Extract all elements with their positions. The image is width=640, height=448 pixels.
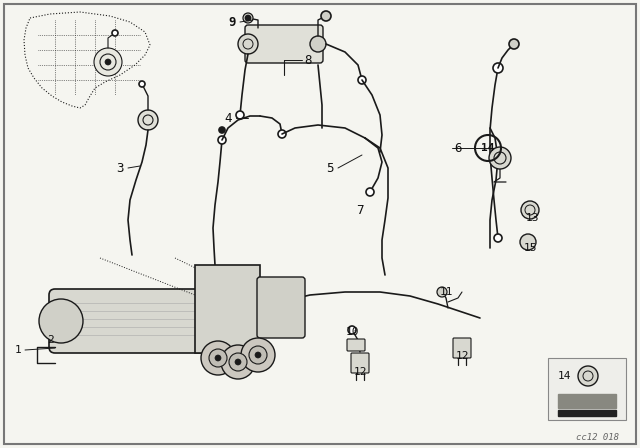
Circle shape — [221, 345, 255, 379]
Circle shape — [236, 111, 244, 119]
Circle shape — [358, 76, 366, 84]
Circle shape — [105, 59, 111, 65]
Circle shape — [489, 147, 511, 169]
Circle shape — [243, 13, 253, 23]
Circle shape — [509, 39, 519, 49]
Text: 4: 4 — [224, 112, 232, 125]
Text: 14: 14 — [481, 143, 495, 153]
FancyBboxPatch shape — [245, 25, 323, 63]
Circle shape — [39, 299, 83, 343]
Circle shape — [494, 234, 502, 242]
Bar — [195, 265, 260, 353]
Circle shape — [366, 188, 374, 196]
Text: 1: 1 — [15, 345, 21, 355]
Circle shape — [235, 359, 241, 365]
Text: 15: 15 — [524, 243, 537, 253]
Circle shape — [94, 48, 122, 76]
Text: 6: 6 — [454, 142, 461, 155]
FancyBboxPatch shape — [257, 277, 305, 338]
Text: 2: 2 — [47, 335, 53, 345]
Text: 12: 12 — [353, 367, 367, 377]
FancyBboxPatch shape — [347, 339, 365, 351]
Circle shape — [229, 353, 247, 371]
Text: 8: 8 — [304, 53, 312, 66]
Circle shape — [278, 130, 286, 138]
Circle shape — [139, 81, 145, 87]
Circle shape — [321, 11, 331, 21]
Circle shape — [209, 349, 227, 367]
Circle shape — [241, 338, 275, 372]
Circle shape — [255, 352, 261, 358]
Polygon shape — [558, 394, 616, 408]
Circle shape — [201, 341, 235, 375]
Circle shape — [578, 366, 598, 386]
Text: cc12 018: cc12 018 — [577, 434, 620, 443]
Circle shape — [348, 326, 356, 334]
Text: 11: 11 — [439, 287, 452, 297]
Text: 14: 14 — [557, 371, 571, 381]
Circle shape — [249, 346, 267, 364]
Circle shape — [520, 234, 536, 250]
Circle shape — [238, 34, 258, 54]
Circle shape — [138, 110, 158, 130]
Circle shape — [493, 63, 503, 73]
Text: 5: 5 — [326, 161, 333, 175]
FancyBboxPatch shape — [351, 353, 369, 373]
Circle shape — [219, 127, 225, 133]
FancyBboxPatch shape — [453, 338, 471, 358]
Text: 3: 3 — [116, 161, 124, 175]
Circle shape — [246, 16, 250, 21]
Polygon shape — [558, 410, 616, 416]
Text: 10: 10 — [345, 327, 359, 337]
Circle shape — [218, 136, 226, 144]
Text: 9: 9 — [228, 16, 236, 29]
Circle shape — [521, 201, 539, 219]
Circle shape — [112, 30, 118, 36]
Circle shape — [437, 287, 447, 297]
Bar — [548, 358, 626, 420]
Circle shape — [215, 355, 221, 361]
Text: 12: 12 — [455, 351, 468, 361]
Text: 7: 7 — [356, 203, 364, 216]
Circle shape — [310, 36, 326, 52]
Text: 13: 13 — [525, 213, 539, 223]
FancyBboxPatch shape — [49, 289, 216, 353]
